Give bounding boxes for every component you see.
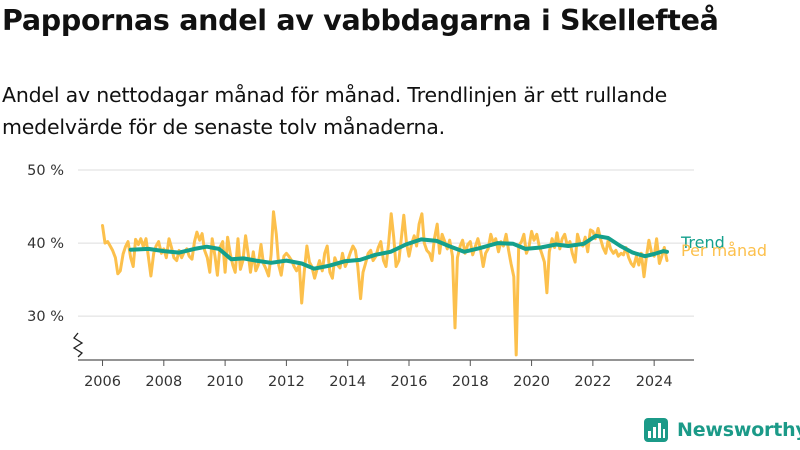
x-tick-label: 2018: [452, 374, 489, 390]
label-monthly: Per månad: [681, 241, 767, 260]
x-tick-label: 2024: [636, 374, 673, 390]
monthly-line: [101, 210, 669, 357]
chart-title: Pappornas andel av vabbdagarna i Skellef…: [2, 4, 719, 37]
x-tick-label: 2008: [145, 374, 182, 390]
brand-name: Newsworthy: [677, 419, 800, 441]
x-tick-label: 2012: [268, 374, 305, 390]
x-tick-label: 2022: [574, 374, 611, 390]
x-tick-label: 2010: [207, 374, 244, 390]
x-tick-label: 2006: [84, 374, 121, 390]
chart-subtitle: Andel av nettodagar månad för månad. Tre…: [2, 83, 668, 139]
label-trend: Trend: [680, 233, 725, 252]
brand-logo: Newsworthy: [644, 418, 800, 442]
x-tick-label: 2016: [391, 374, 428, 390]
y-tick-label: 50 %: [27, 163, 64, 179]
x-tick-label: 2014: [329, 374, 366, 390]
y-tick-label: 30 %: [27, 309, 64, 325]
newsworthy-logo-icon: [644, 418, 668, 442]
x-tick-label: 2020: [513, 374, 550, 390]
axis-break-icon: [72, 332, 84, 358]
trend-line: [128, 233, 669, 271]
y-tick-label: 40 %: [27, 236, 64, 252]
